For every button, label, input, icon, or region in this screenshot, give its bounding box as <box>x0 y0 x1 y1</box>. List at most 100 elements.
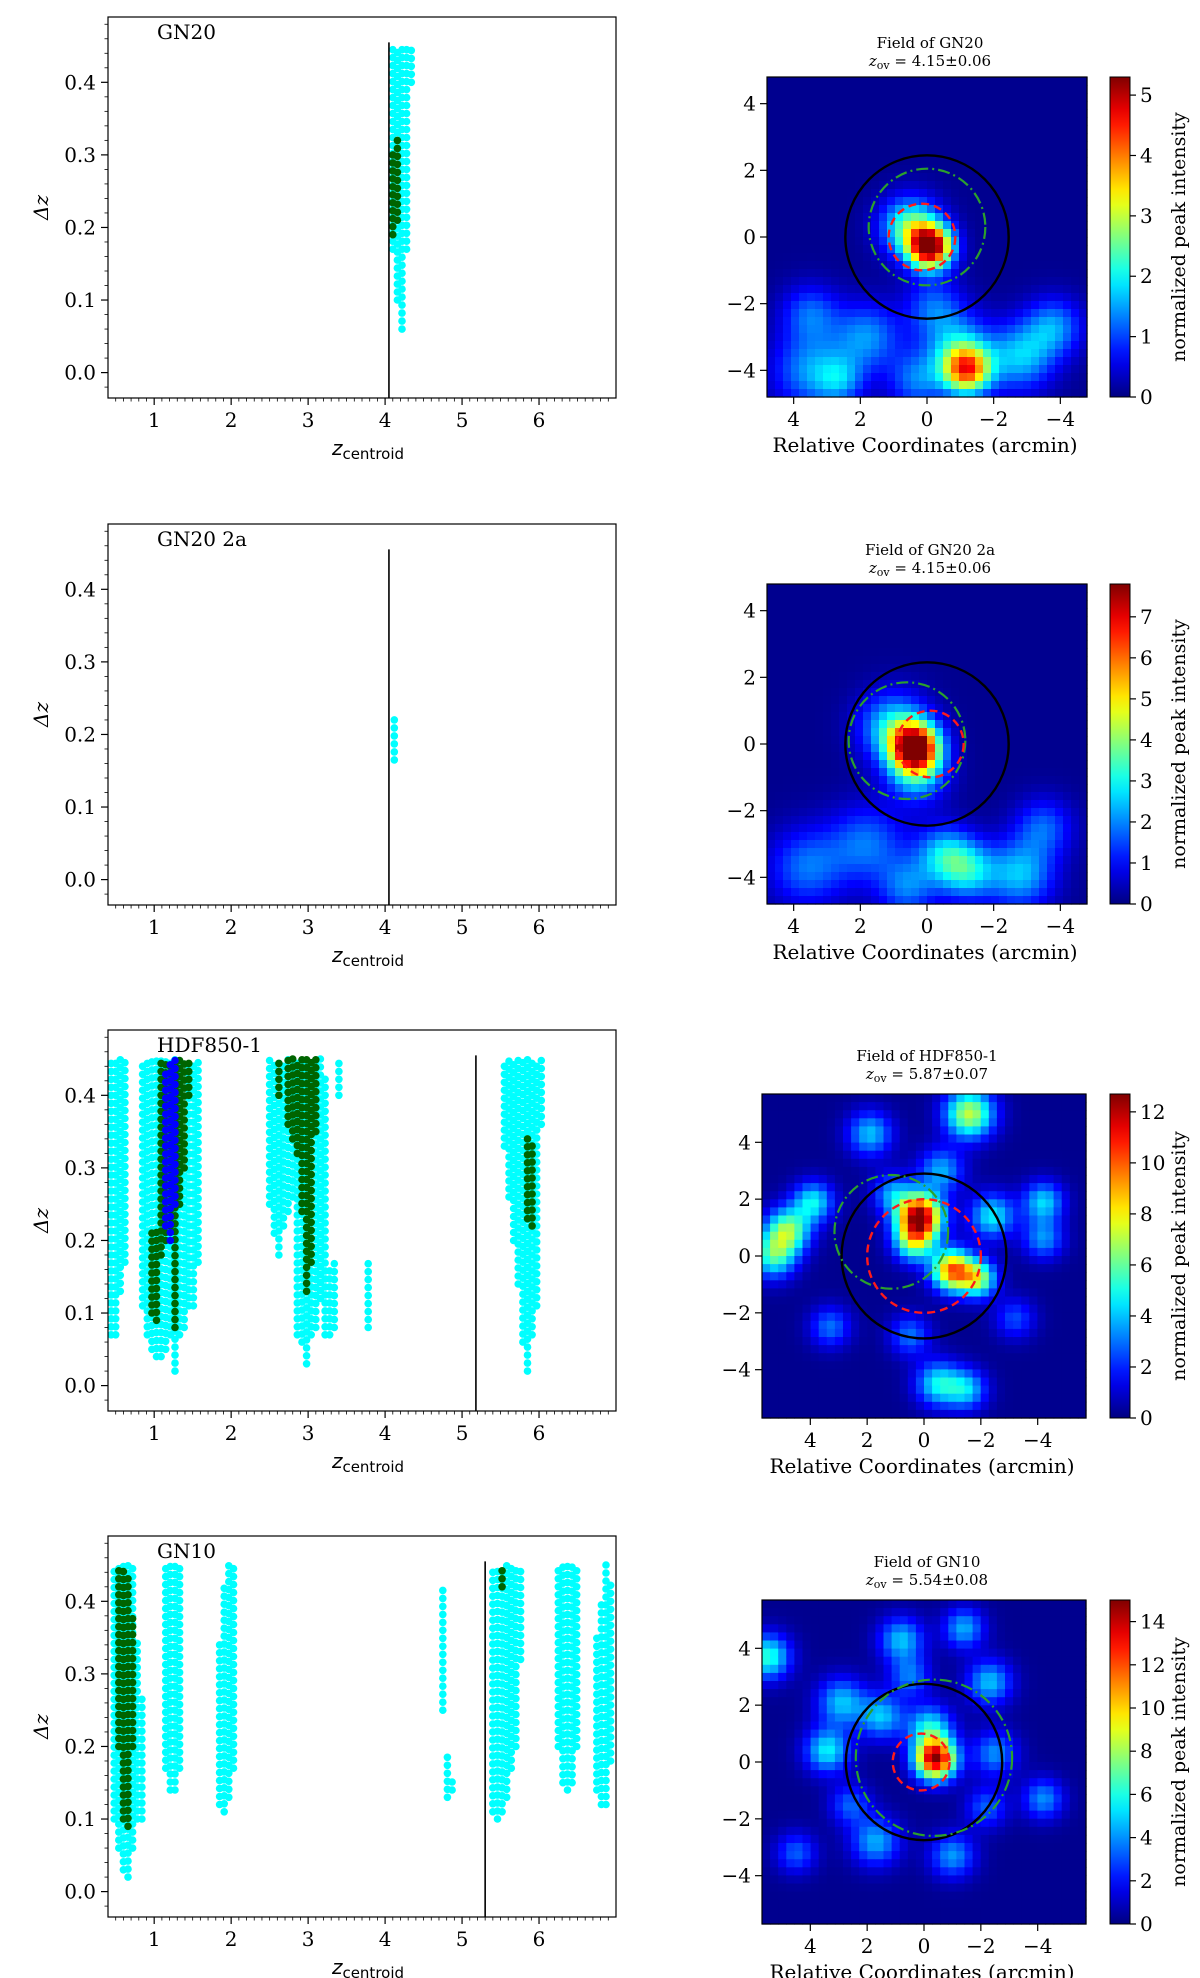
heatmap-cell <box>991 309 1000 318</box>
heatmap-cell <box>775 317 784 326</box>
heatmap-cell <box>1039 221 1048 230</box>
heatmap-cell <box>855 133 864 142</box>
scatter-point <box>189 1302 198 1310</box>
scatter-point <box>512 1726 520 1735</box>
heatmap-cell <box>1071 133 1080 142</box>
heatmap-cell <box>999 325 1008 334</box>
heatmap-cell <box>839 189 848 198</box>
heatmap-cell <box>903 317 912 326</box>
heatmap-cell <box>1063 317 1072 326</box>
heatmap-cell <box>927 333 936 342</box>
scatter-point <box>448 1778 456 1786</box>
scatter-point <box>171 1088 179 1097</box>
heatmap-cell <box>1047 93 1056 102</box>
scatter-point <box>512 1662 520 1671</box>
heatmap-cell <box>943 325 952 334</box>
heatmap-cell <box>871 141 880 150</box>
heatmap-cell <box>1047 253 1056 262</box>
scatter-point <box>275 1227 283 1235</box>
panel-label: GN20 2a <box>157 527 247 551</box>
heatmap-cell <box>1031 213 1040 222</box>
heatmap-cell <box>1023 149 1032 158</box>
heatmap-cell <box>847 157 856 166</box>
panel-label: HDF850-1 <box>157 1033 262 1057</box>
heatmap-cell <box>1079 357 1088 366</box>
scatter-point <box>229 1716 238 1725</box>
heatmap-cell <box>911 245 920 254</box>
heatmap-cell <box>775 341 784 350</box>
scatter-point <box>121 1114 129 1123</box>
heatmap-cell <box>1015 221 1024 230</box>
scatter-point <box>307 1202 316 1211</box>
heatmap-cell <box>863 317 872 326</box>
scatter-point <box>393 152 402 161</box>
heatmap-cell <box>1063 133 1072 142</box>
scatter-point <box>523 1351 532 1359</box>
heatmap-cell <box>1071 341 1080 350</box>
heatmap-cell <box>1007 349 1016 358</box>
scatter-point <box>364 1323 373 1332</box>
scatter-point <box>152 1300 161 1309</box>
scatter-point <box>175 1331 184 1339</box>
scatter-point <box>185 1067 193 1076</box>
scatter-point <box>402 229 411 238</box>
heatmap-cell <box>1063 309 1072 318</box>
heatmap-cell <box>783 309 792 318</box>
heatmap-cell <box>1055 133 1064 142</box>
scatter-point <box>572 1662 581 1671</box>
heatmap-cell <box>767 181 776 190</box>
heatmap-cell <box>775 189 784 198</box>
heatmap-cell <box>943 173 952 182</box>
heatmap-cell <box>911 101 920 110</box>
heatmap-cell <box>791 848 800 857</box>
scatter-point <box>175 1716 184 1725</box>
scatter-point <box>302 1279 311 1288</box>
heatmap-cell <box>783 680 792 689</box>
heatmap-cell <box>1079 213 1088 222</box>
heatmap-cell <box>1063 221 1072 230</box>
heatmap-cell <box>967 213 976 222</box>
heatmap-cell <box>879 333 888 342</box>
scatter-point <box>229 1660 238 1669</box>
scatter-point <box>606 1589 615 1598</box>
scatter-point <box>229 1628 238 1637</box>
heatmap-cell <box>799 133 808 142</box>
heatmap-cell <box>951 373 960 382</box>
heatmap-cell <box>783 824 792 833</box>
scatter-point <box>606 1709 615 1717</box>
heatmap-cell <box>959 373 968 382</box>
heatmap-cell <box>943 117 952 126</box>
scatter-point <box>572 1614 581 1623</box>
heatmap-cell <box>1007 157 1016 166</box>
scatter-point <box>124 1814 132 1823</box>
heatmap-cell <box>951 389 960 398</box>
scatter-point <box>606 1621 615 1630</box>
heatmap-cell <box>775 848 784 857</box>
heatmap-cell <box>871 389 880 398</box>
x-tick-label: 5 <box>456 1927 469 1951</box>
heatmap-cell <box>887 333 896 342</box>
heatmap-cell <box>775 672 784 681</box>
heatmap-cell <box>879 141 888 150</box>
scatter-point <box>321 1179 329 1187</box>
heatmap-cell <box>991 173 1000 182</box>
heatmap-cell <box>1071 109 1080 118</box>
heatmap-cell <box>1031 269 1040 278</box>
heatmap-cell <box>895 133 904 142</box>
scatter-point <box>402 157 411 166</box>
scatter-point <box>312 1056 320 1064</box>
heatmap-cell <box>831 205 840 214</box>
heatmap-cell <box>1023 365 1032 374</box>
heatmap-cell <box>791 608 800 617</box>
x-tick-label: 5 <box>456 408 469 432</box>
heatmap-cell <box>815 349 824 358</box>
heatmap-cell <box>959 381 968 390</box>
heatmap-cell <box>983 349 992 358</box>
heatmap-cell <box>775 229 784 238</box>
scatter-point <box>398 293 406 301</box>
heatmap-cell <box>831 213 840 222</box>
heatmap-cell <box>919 381 928 390</box>
scatter-point <box>128 1662 137 1671</box>
heatmap-cell <box>1039 93 1048 102</box>
